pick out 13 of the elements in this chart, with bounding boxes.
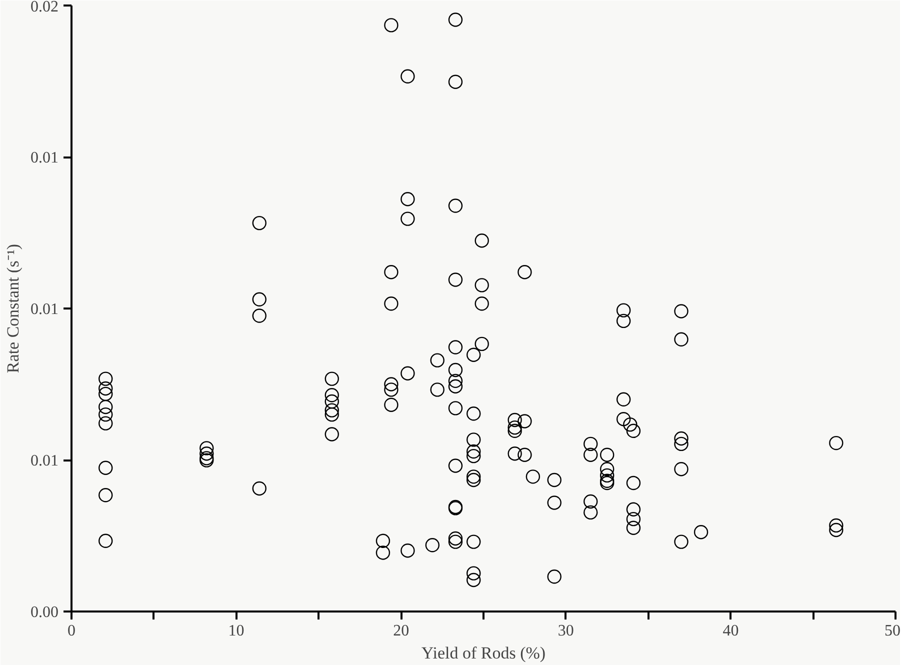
x-tick-label: 10 xyxy=(228,622,244,640)
y-tick-label: 0.01 xyxy=(30,452,58,470)
x-tick-label: 30 xyxy=(558,622,574,640)
y-tick-label: 0.01 xyxy=(30,150,58,166)
x-tick-label: 40 xyxy=(722,622,739,640)
y-axis-title: Rate Constant (s⁻¹) xyxy=(4,244,22,374)
y-tick-label: 0.00 xyxy=(30,604,58,621)
x-axis-title: Yield of Rods (%) xyxy=(421,644,546,662)
x-tick-label: 0 xyxy=(68,622,76,640)
y-tick-label: 0.02 xyxy=(30,0,58,16)
y-tick-label: 0.01 xyxy=(30,301,58,318)
x-tick-label: 50 xyxy=(884,622,900,640)
x-tick-label: 20 xyxy=(393,622,410,640)
